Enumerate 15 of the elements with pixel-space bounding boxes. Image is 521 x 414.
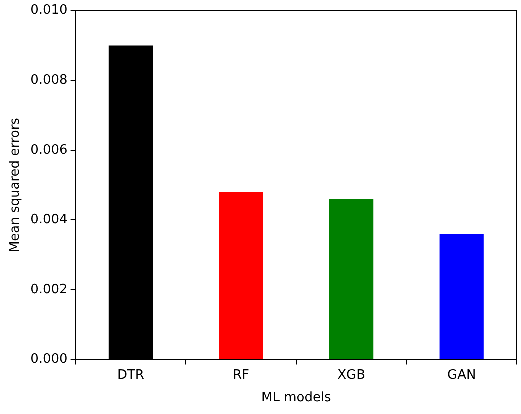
y-tick-label: 0.002 — [30, 282, 68, 298]
y-tick-label: 0.006 — [30, 142, 68, 158]
y-tick-label: 0.000 — [30, 352, 68, 368]
y-axis-title: Mean squared errors — [8, 118, 24, 253]
y-tick-label: 0.008 — [30, 72, 68, 88]
x-tick-label: RF — [233, 368, 250, 383]
bar — [329, 199, 374, 360]
bar — [440, 234, 484, 360]
x-axis-title: ML models — [261, 390, 332, 406]
x-tick-label: XGB — [338, 368, 366, 383]
x-tick-label: DTR — [117, 368, 144, 383]
bar — [219, 192, 264, 360]
x-tick-label: GAN — [448, 368, 476, 383]
y-tick-label: 0.004 — [30, 212, 68, 228]
y-tick-label: 0.010 — [30, 3, 68, 18]
